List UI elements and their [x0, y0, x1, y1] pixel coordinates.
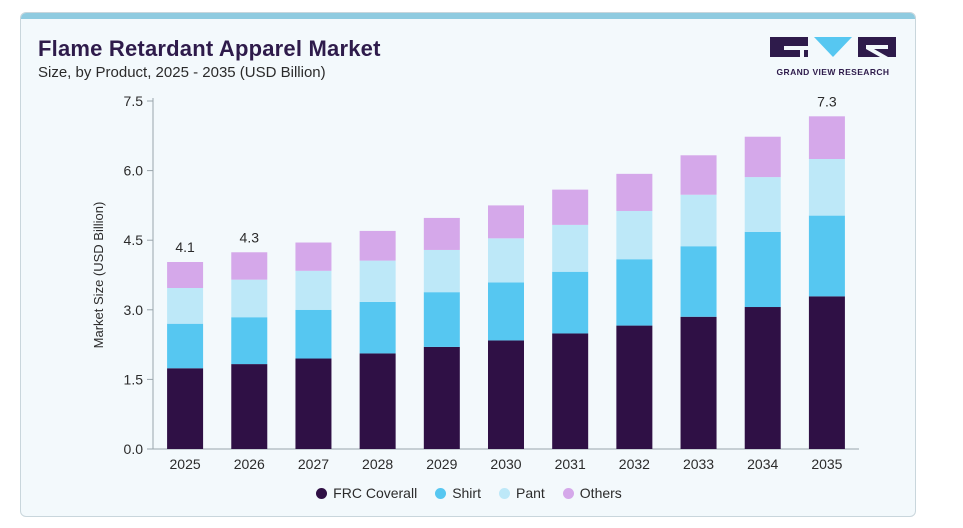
- bar-segment-frc-coverall: [295, 358, 332, 449]
- bar-segment-others: [423, 217, 460, 250]
- bar-segment-frc-coverall: [808, 296, 845, 449]
- y-tick-label: 1.5: [124, 371, 144, 387]
- logo-text: GRAND VIEW RESEARCH: [776, 67, 890, 77]
- bar-segment-shirt: [616, 259, 653, 326]
- bar-total-label: 4.1: [175, 239, 195, 255]
- y-tick-label: 7.5: [124, 93, 144, 109]
- bar-segment-others: [552, 189, 589, 225]
- legend-label: Pant: [515, 485, 545, 501]
- legend-item: Pant: [498, 485, 545, 501]
- bar-segment-pant: [680, 194, 717, 247]
- x-tick-label: 2029: [426, 456, 457, 472]
- x-tick-label: 2033: [683, 456, 714, 472]
- bar-segment-shirt: [231, 317, 268, 365]
- chart-subtitle: Size, by Product, 2025 - 2035 (USD Billi…: [38, 64, 326, 81]
- x-tick-label: 2034: [747, 456, 778, 472]
- legend-label: Shirt: [452, 485, 481, 501]
- bar-segment-others: [616, 173, 653, 211]
- bar-segment-shirt: [808, 215, 845, 297]
- bar-segment-frc-coverall: [616, 325, 653, 449]
- y-tick-label: 0.0: [124, 441, 144, 457]
- bar-segment-others: [488, 205, 524, 239]
- y-tick-label: 4.5: [124, 232, 144, 248]
- stacked-bar-chart: 0.0 1.5 3.0 4.5 6.0 7.5 Market Size (USD Billi…: [91, 93, 859, 472]
- bar-segment-shirt: [744, 231, 781, 308]
- bar-segment-pant: [359, 260, 396, 302]
- bar-segment-frc-coverall: [359, 353, 396, 449]
- bar-segment-pant: [616, 210, 653, 260]
- bar-segment-shirt: [488, 282, 524, 341]
- legend-item: Shirt: [435, 485, 481, 501]
- bar-segment-pant: [295, 270, 332, 310]
- bar-segment-others: [167, 262, 204, 288]
- x-tick-label: 2030: [490, 456, 521, 472]
- legend-label: Others: [579, 485, 622, 501]
- bar-segment-shirt: [680, 246, 717, 317]
- x-tick-label: 2027: [298, 456, 329, 472]
- bar-segment-shirt: [295, 309, 332, 359]
- x-tick-label: 2032: [619, 456, 650, 472]
- card-top-accent: [21, 13, 915, 19]
- bar-segment-others: [680, 155, 717, 195]
- bar-segment-pant: [552, 224, 589, 272]
- bar-segment-shirt: [423, 292, 460, 347]
- bar-segment-pant: [808, 159, 845, 216]
- bar-segment-others: [359, 230, 396, 261]
- legend-swatch-icon: [562, 487, 574, 499]
- bar-segment-pant: [744, 177, 781, 232]
- y-tick-label: 6.0: [124, 163, 144, 179]
- bar-segment-others: [744, 136, 781, 178]
- legend-swatch-icon: [316, 487, 328, 499]
- chart-title: Flame Retardant Apparel Market: [38, 36, 381, 61]
- bar-segment-pant: [488, 238, 524, 283]
- bar-total-label: 7.3: [817, 93, 837, 109]
- x-tick-label: 2025: [170, 456, 201, 472]
- legend-label: FRC Coverall: [333, 485, 418, 501]
- legend-item: Others: [562, 485, 622, 501]
- bar-segment-frc-coverall: [680, 316, 717, 449]
- bar-segment-pant: [423, 249, 460, 293]
- grand-view-research-logo: GRAND VIEW RESEARCH: [770, 37, 896, 81]
- bar-total-label: 4.3: [240, 229, 260, 245]
- x-tick-label: 2026: [234, 456, 265, 472]
- x-tick-label: 2028: [362, 456, 393, 472]
- bar-segment-frc-coverall: [167, 368, 204, 449]
- y-tick-label: 3.0: [124, 302, 144, 318]
- legend-swatch-icon: [498, 487, 510, 499]
- bar-segment-others: [295, 242, 332, 271]
- bar-segment-shirt: [359, 301, 396, 354]
- chart-card: Flame Retardant Apparel Market Size, by …: [20, 12, 916, 517]
- bar-segment-frc-coverall: [231, 364, 268, 449]
- x-tick-label: 2035: [811, 456, 842, 472]
- x-tick-label: 2031: [555, 456, 586, 472]
- bar-segment-frc-coverall: [744, 307, 781, 449]
- legend-item: FRC Coverall: [316, 485, 417, 501]
- bar-segment-others: [808, 116, 845, 159]
- legend-swatch-icon: [435, 487, 447, 499]
- bar-segment-frc-coverall: [552, 333, 589, 449]
- logo-mark-icon: [770, 37, 896, 57]
- bar-segment-frc-coverall: [488, 340, 524, 449]
- bar-segment-frc-coverall: [423, 346, 460, 449]
- bar-segment-others: [231, 252, 268, 280]
- chart-legend: FRC Coverall Shirt Pant Others: [21, 485, 915, 501]
- bar-segment-pant: [231, 279, 268, 318]
- bar-segment-shirt: [552, 271, 589, 334]
- bar-segment-pant: [167, 287, 204, 324]
- y-axis-label: Market Size (USD Billion): [91, 202, 106, 349]
- bar-segment-shirt: [167, 323, 204, 369]
